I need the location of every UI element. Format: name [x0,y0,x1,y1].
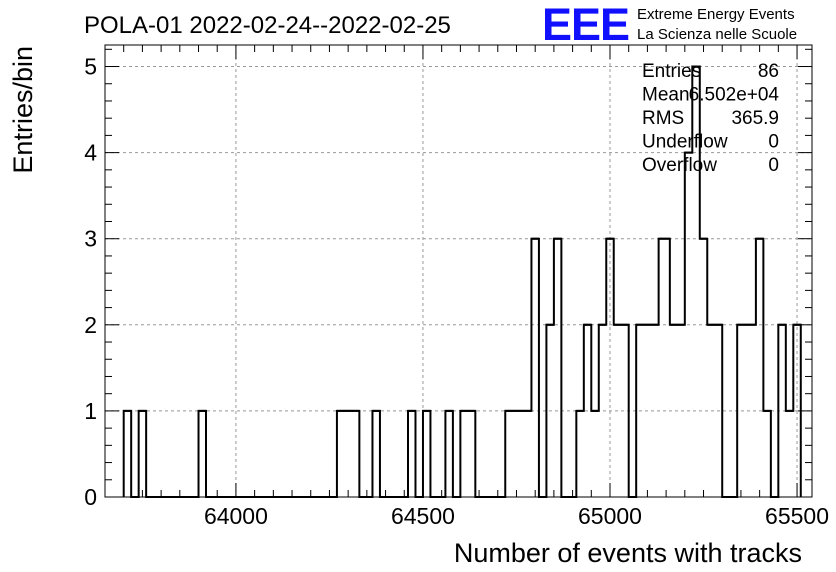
y-tick-label: 0 [84,484,97,510]
stats-label: Underflow [642,132,728,153]
x-tick-label: 64500 [391,503,455,529]
y-tick-label: 1 [84,398,97,424]
stats-label: Mean [642,85,690,106]
x-tick-label: 64000 [204,503,268,529]
stats-label: RMS [642,108,684,129]
y-tick-label: 5 [84,54,97,80]
y-axis-label: Entries/bin [8,46,38,174]
stats-value: 6.502e+04 [689,85,780,106]
x-tick-label: 65000 [578,503,642,529]
grid-lines [105,45,812,497]
eee-logo: EEE Extreme Energy Events La Scienza nel… [542,0,797,50]
stats-label: Overflow [642,155,717,176]
logo-line-1: Extreme Energy Events [637,6,795,23]
y-tick-labels: 0 1 2 3 4 5 [84,54,97,510]
histogram-line [122,65,802,498]
stats-value: 365.9 [731,108,779,129]
x-tick-labels: 64000 64500 65000 65500 [204,503,829,529]
axis-ticks [105,45,812,498]
stats-value: 86 [758,61,779,82]
y-tick-label: 4 [84,140,97,166]
y-tick-label: 2 [84,312,97,338]
stats-value: 0 [768,132,779,153]
logo-line-2: La Scienza nelle Scuole [637,26,797,43]
chart-title: POLA-01 2022-02-24--2022-02-25 [84,12,451,39]
x-tick-label: 65500 [765,503,829,529]
plot-frame [104,44,813,498]
stats-value: 0 [768,155,779,176]
eee-logo-mark: EEE [542,0,629,50]
histogram-bins [123,65,801,412]
y-tick-label: 3 [84,226,97,252]
x-axis-label: Number of events with tracks [454,538,802,568]
stats-label: Entries [642,61,701,82]
